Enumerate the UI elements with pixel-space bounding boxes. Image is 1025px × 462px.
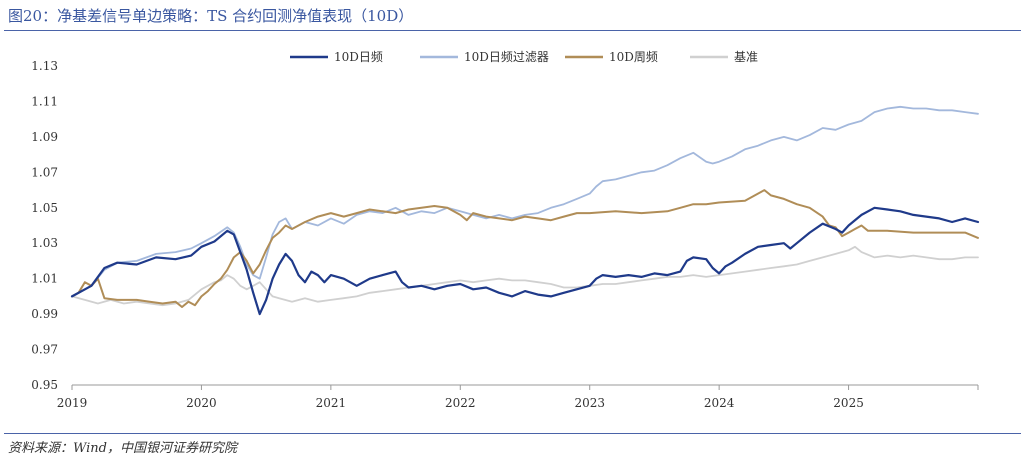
legend-label: 10D周频: [609, 50, 658, 64]
y-tick-label: 0.95: [31, 378, 58, 392]
series-line-4: [71, 245, 979, 307]
source-note: 资料来源：Wind，中国银河证券研究院: [8, 441, 237, 456]
x-tick-label: 2024: [704, 396, 735, 410]
top-rule: [4, 30, 1021, 31]
y-tick-label: 1.13: [31, 59, 58, 73]
y-tick-label: 0.99: [31, 307, 58, 321]
y-tick-label: 1.05: [31, 201, 58, 215]
y-tick-label: 1.03: [31, 236, 58, 250]
bottom-rule: [4, 433, 1021, 434]
x-tick-label: 2025: [833, 396, 864, 410]
chart-area: 0.95 0.97 0.99 1.01 1.03 1.05 1.07 1.09 1.11 1.13…: [31, 50, 980, 410]
y-tick-label: 1.07: [31, 165, 58, 179]
x-tick-label: 2021: [316, 396, 347, 410]
legend-label: 基准: [734, 50, 758, 64]
chart-title: 图20：净基差信号单边策略：TS 合约回测净值表现（10D）: [8, 7, 414, 25]
legend-label: 10D日频过滤器: [464, 50, 549, 64]
series-line-2: [71, 105, 979, 298]
series-group: [70, 105, 980, 316]
y-tick-label: 1.11: [31, 94, 58, 108]
axes-group: 0.95 0.97 0.99 1.01 1.03 1.05 1.07 1.09 1.11 1.13…: [31, 59, 979, 410]
series-line-1: [70, 206, 980, 316]
y-tick-label: 1.01: [31, 272, 58, 286]
y-tick-label: 1.09: [31, 130, 58, 144]
y-tick-label: 0.97: [31, 343, 58, 357]
x-tick-label: 2022: [445, 396, 476, 410]
x-tick-label: 2019: [57, 396, 88, 410]
x-tick-label: 2020: [186, 396, 217, 410]
legend: 10D日频 10D日频过滤器 10D周频 基准: [290, 50, 758, 64]
series-line-3: [71, 189, 979, 308]
x-tick-label: 2023: [574, 396, 605, 410]
legend-label: 10D日频: [334, 50, 383, 64]
